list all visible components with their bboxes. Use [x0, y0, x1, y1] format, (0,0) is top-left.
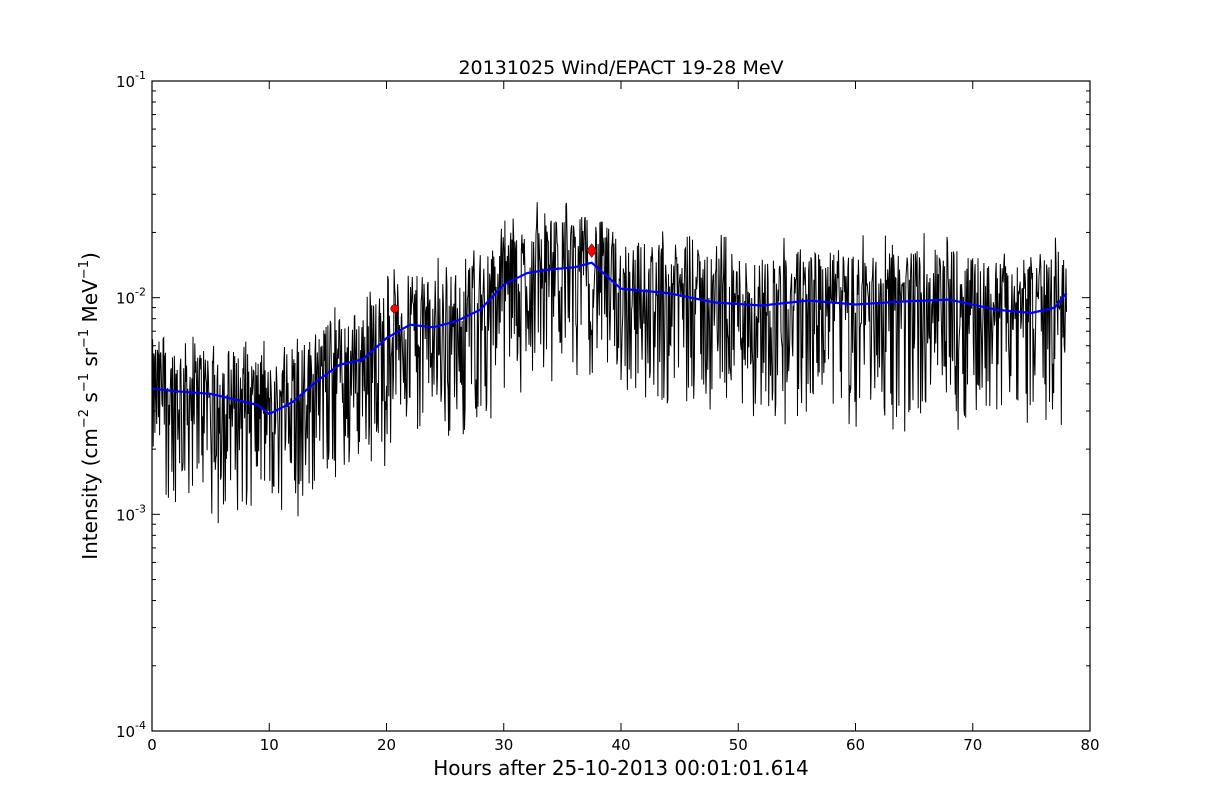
peak-marker [586, 243, 597, 258]
x-tick-label: 30 [494, 736, 513, 754]
onset-marker [390, 304, 399, 313]
plot-area [151, 202, 1068, 524]
y-axis-label: Intensity (cm−2 s−1 sr−1 MeV−1) [77, 252, 102, 560]
x-tick-label: 50 [729, 736, 748, 754]
axis-ticks: 0 10 20 30 40 50 60 70 80 10-1 10-2 10-3 10-4 [116, 69, 1100, 754]
y-tick-label: 10-1 [116, 69, 146, 91]
x-tick-label: 40 [611, 736, 630, 754]
x-axis-label: Hours after 25-10-2013 00:01:01.614 [433, 756, 809, 780]
x-tick-label: 80 [1080, 736, 1099, 754]
x-tick-label: 20 [377, 736, 396, 754]
raw-intensity-line [151, 202, 1067, 524]
smoothed-intensity-line [151, 261, 1068, 416]
y-tick-label: 10-3 [116, 502, 146, 524]
x-tick-label: 70 [963, 736, 982, 754]
chart-title: 20131025 Wind/EPACT 19-28 MeV [458, 57, 783, 79]
x-tick-label: 60 [846, 736, 865, 754]
y-tick-label: 10-2 [116, 286, 146, 308]
x-tick-label: 10 [260, 736, 279, 754]
x-tick-label: 0 [147, 736, 157, 754]
y-tick-label: 10-4 [116, 719, 146, 741]
